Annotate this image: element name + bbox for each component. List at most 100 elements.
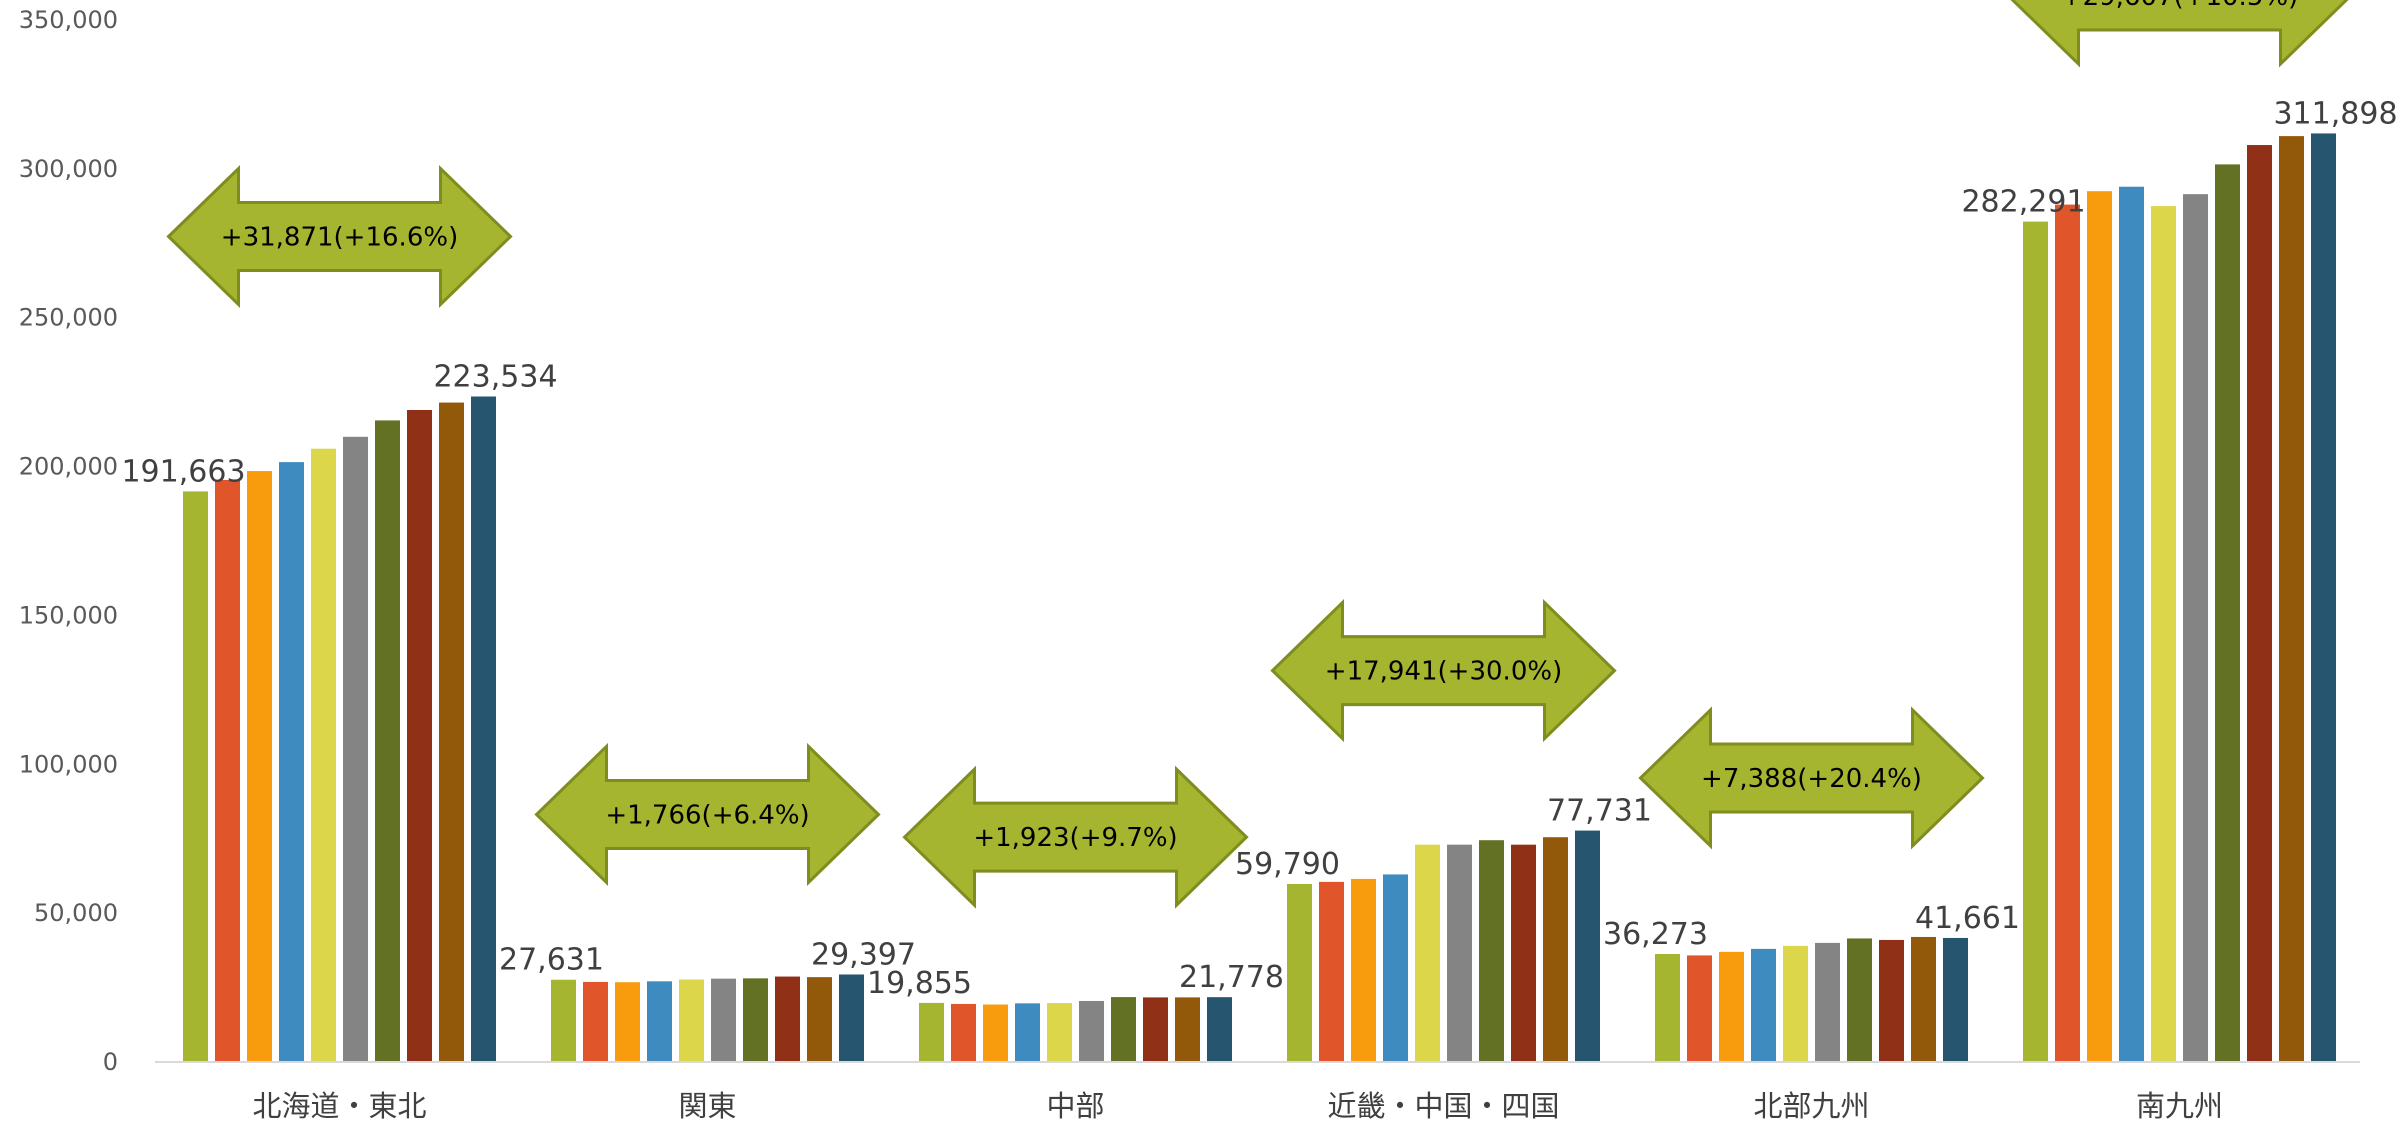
data-label-first: 282,291 xyxy=(1961,185,2085,220)
bar xyxy=(183,491,208,1063)
bar xyxy=(2087,191,2112,1062)
data-label-first: 36,273 xyxy=(1603,917,1708,952)
bar xyxy=(1351,878,1376,1062)
change-arrows: +31,871(+16.6%) +1,766(+6.4%) +1,923(+9.7%… xyxy=(166,0,2349,909)
bar xyxy=(1879,939,1904,1062)
bar xyxy=(1543,837,1568,1062)
x-axis: 北海道・東北 関東 中部 近畿・中国・四国 北部九州 南九州 xyxy=(252,1089,2223,1123)
double-arrow-icon xyxy=(534,742,881,887)
bar xyxy=(1943,937,1968,1062)
bar xyxy=(1079,1000,1104,1062)
data-label-last: 77,731 xyxy=(1547,794,1652,829)
y-tick-label: 250,000 xyxy=(19,304,118,332)
data-label-last: 29,397 xyxy=(811,937,916,972)
data-label-first: 27,631 xyxy=(499,943,604,978)
bar xyxy=(1687,955,1712,1062)
category-label: 北部九州 xyxy=(1753,1089,1869,1123)
bar xyxy=(2183,194,2208,1063)
bar xyxy=(919,1002,944,1062)
data-label-last: 223,534 xyxy=(433,360,557,395)
bar xyxy=(2311,133,2336,1062)
category-label: 近畿・中国・四国 xyxy=(1327,1089,1559,1123)
bar xyxy=(1447,844,1472,1062)
bar xyxy=(1047,1003,1072,1062)
bar xyxy=(471,396,496,1063)
bar xyxy=(1175,997,1200,1062)
bar xyxy=(615,982,640,1062)
bar xyxy=(583,981,608,1062)
bar xyxy=(2215,164,2240,1063)
bar xyxy=(2055,204,2080,1062)
bar xyxy=(775,976,800,1062)
bar xyxy=(1415,844,1440,1062)
double-arrow-icon xyxy=(166,164,513,309)
bar xyxy=(2023,221,2048,1063)
bar-groups xyxy=(183,133,2336,1063)
bar xyxy=(2119,186,2144,1063)
bar xyxy=(1719,951,1744,1062)
bar xyxy=(2151,206,2176,1063)
bar xyxy=(1287,883,1312,1062)
double-arrow-icon xyxy=(2010,0,2349,68)
data-label-last: 41,661 xyxy=(1915,901,2020,936)
bar xyxy=(1319,881,1344,1062)
bar xyxy=(1015,1003,1040,1062)
bar xyxy=(407,410,432,1062)
double-arrow-icon xyxy=(1270,599,1617,743)
bar xyxy=(1815,942,1840,1062)
bar xyxy=(551,979,576,1062)
bar xyxy=(647,981,672,1062)
bar xyxy=(711,978,736,1062)
data-label-last: 21,778 xyxy=(1179,960,1284,995)
bar xyxy=(839,974,864,1062)
y-tick-label: 300,000 xyxy=(19,155,118,183)
bar xyxy=(1655,954,1680,1062)
bar xyxy=(2247,145,2272,1063)
y-tick-label: 0 xyxy=(103,1048,118,1076)
bar xyxy=(247,471,272,1063)
double-arrow-icon xyxy=(902,765,1249,909)
bar xyxy=(1911,936,1936,1062)
y-tick-label: 150,000 xyxy=(19,601,118,629)
bar xyxy=(343,436,368,1062)
change-annotation: +29,607(+10.5%) xyxy=(2061,0,2298,12)
change-annotation: +7,388(+20.4%) xyxy=(1701,764,1922,794)
bar xyxy=(951,1003,976,1062)
change-annotation: +31,871(+16.6%) xyxy=(221,223,458,253)
bar xyxy=(1783,945,1808,1062)
y-tick-label: 200,000 xyxy=(19,453,118,481)
change-annotation: +1,923(+9.7%) xyxy=(973,823,1177,853)
bar xyxy=(1207,997,1232,1062)
category-label: 北海道・東北 xyxy=(252,1089,426,1123)
bar xyxy=(743,978,768,1062)
bar xyxy=(1847,938,1872,1062)
category-label: 中部 xyxy=(1046,1089,1104,1123)
change-annotation: +17,941(+30.0%) xyxy=(1325,657,1562,687)
category-label: 南九州 xyxy=(2136,1089,2223,1123)
bar xyxy=(1511,844,1536,1062)
bar xyxy=(439,402,464,1062)
data-label-first: 59,790 xyxy=(1235,847,1340,882)
data-label-last: 311,898 xyxy=(2273,96,2397,131)
bar xyxy=(1143,997,1168,1062)
data-label-first: 19,855 xyxy=(867,966,972,1001)
bar xyxy=(807,977,832,1062)
bar xyxy=(1751,948,1776,1062)
bar xyxy=(311,448,336,1062)
bar xyxy=(1575,830,1600,1062)
bar xyxy=(2279,136,2304,1062)
bar xyxy=(679,979,704,1062)
change-annotation: +1,766(+6.4%) xyxy=(605,800,809,830)
category-label: 関東 xyxy=(678,1089,736,1123)
bar xyxy=(1479,840,1504,1062)
bar xyxy=(983,1004,1008,1062)
y-tick-label: 100,000 xyxy=(19,750,118,778)
y-tick-label: 50,000 xyxy=(34,899,118,927)
bar xyxy=(375,420,400,1062)
data-label-first: 191,663 xyxy=(121,454,245,489)
double-arrow-icon xyxy=(1638,706,1985,850)
y-axis: 0 50,000 100,000 150,000 200,000 250,000 300,0… xyxy=(19,6,118,1076)
bar xyxy=(1111,997,1136,1062)
